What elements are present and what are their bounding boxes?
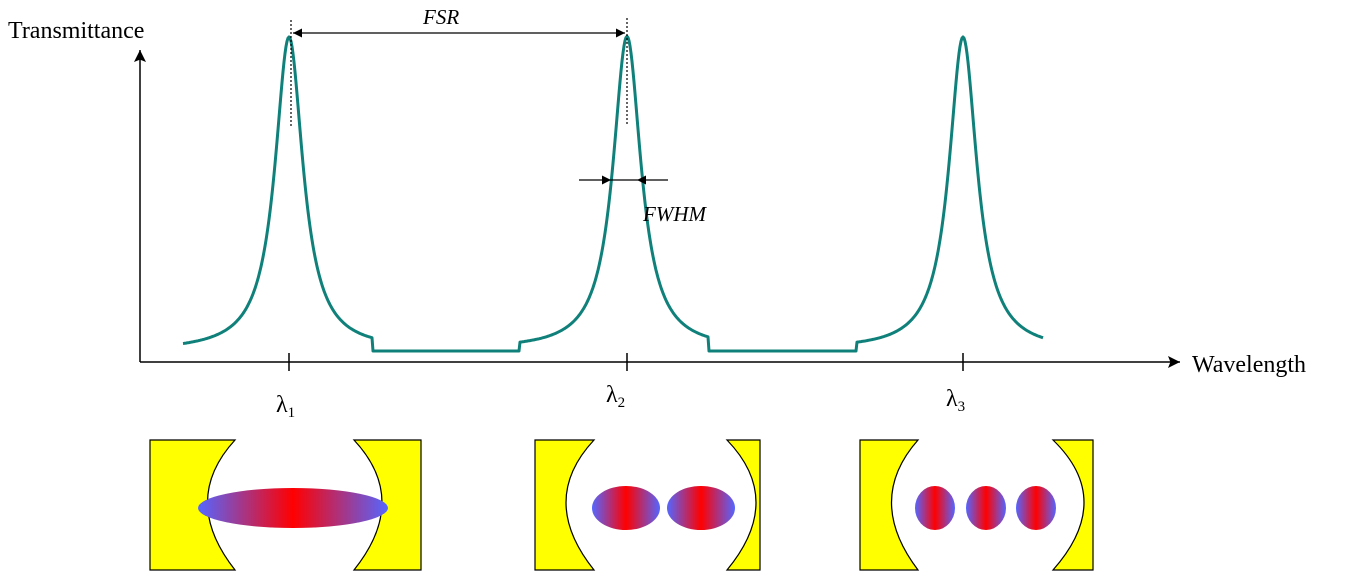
peak-label-lambda-2: λ2: [606, 382, 625, 411]
mode-antinode: [198, 488, 388, 528]
peak-label-lambda-3: λ3: [946, 386, 965, 415]
cavity-lambda-3: [859, 439, 1094, 571]
left-mirror: [859, 439, 920, 571]
mode-antinode: [667, 486, 735, 530]
transmission-curve: [182, 34, 1044, 353]
mode-antinode: [966, 486, 1006, 530]
mode-antinode: [915, 486, 955, 530]
fsr-label: FSR: [422, 5, 459, 29]
right-mirror: [725, 439, 761, 571]
fwhm-label: FWHM: [642, 202, 707, 226]
cavity-lambda-2: [534, 439, 761, 571]
peak-label-lambda-1: λ1: [276, 392, 295, 421]
right-mirror: [1051, 439, 1094, 571]
x-axis-title: Wavelength: [1192, 352, 1306, 378]
mode-antinode: [1016, 486, 1056, 530]
y-axis-title: Transmittance: [8, 18, 144, 44]
cavity-lambda-1: [149, 439, 422, 571]
left-mirror: [534, 439, 596, 571]
mode-antinode: [592, 486, 660, 530]
